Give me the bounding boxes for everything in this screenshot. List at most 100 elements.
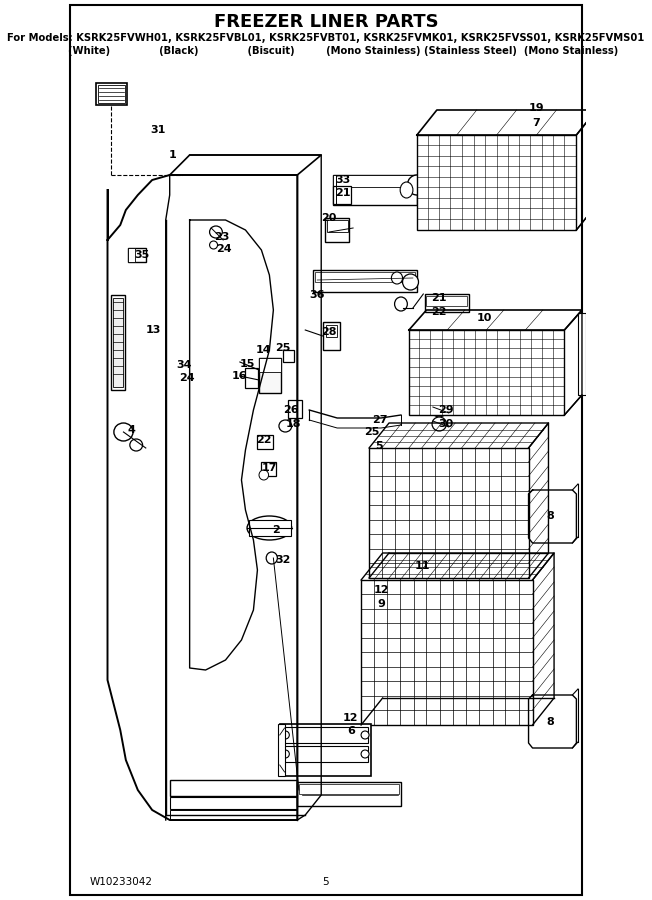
Ellipse shape <box>282 731 289 739</box>
Text: 21: 21 <box>431 293 446 303</box>
Text: 36: 36 <box>310 290 325 300</box>
Bar <box>315 272 415 282</box>
Bar <box>288 400 302 418</box>
Text: 24: 24 <box>216 244 231 254</box>
Ellipse shape <box>209 226 222 238</box>
Text: 26: 26 <box>283 405 299 415</box>
Text: 31: 31 <box>150 125 166 135</box>
Bar <box>113 298 123 387</box>
Text: 5: 5 <box>376 441 383 451</box>
Bar <box>592 113 602 205</box>
Bar <box>250 520 291 536</box>
Ellipse shape <box>394 297 408 311</box>
Text: 1: 1 <box>168 150 176 160</box>
Bar <box>323 322 340 350</box>
Text: 23: 23 <box>214 232 230 242</box>
Ellipse shape <box>266 552 277 564</box>
Ellipse shape <box>259 470 269 480</box>
Text: 9: 9 <box>377 599 385 609</box>
Bar <box>409 330 565 415</box>
Bar <box>261 462 276 476</box>
Ellipse shape <box>432 403 447 417</box>
Text: W10233042: W10233042 <box>90 877 153 887</box>
Text: (White)              (Black)              (Biscuit)         (Mono Stainless) (St: (White) (Black) (Biscuit) (Mono Stainles… <box>33 46 619 56</box>
Bar <box>333 175 417 205</box>
Text: 34: 34 <box>176 360 192 370</box>
Text: 16: 16 <box>232 371 248 381</box>
Ellipse shape <box>361 750 369 758</box>
Text: 19: 19 <box>529 103 544 113</box>
Bar <box>327 220 348 232</box>
Text: 10: 10 <box>476 313 492 323</box>
Bar <box>283 350 294 362</box>
Bar <box>170 810 297 820</box>
Bar <box>361 580 533 725</box>
Bar <box>128 248 146 262</box>
Bar <box>426 296 467 306</box>
Text: 8: 8 <box>546 717 554 727</box>
Bar <box>299 784 400 794</box>
Bar <box>333 186 351 204</box>
Text: 7: 7 <box>533 118 541 128</box>
Text: 14: 14 <box>256 345 272 355</box>
Ellipse shape <box>400 182 413 198</box>
Text: 25: 25 <box>275 343 291 353</box>
Bar <box>170 797 297 809</box>
Bar <box>578 313 586 395</box>
Text: 15: 15 <box>240 359 256 369</box>
Bar <box>313 270 417 292</box>
Text: 21: 21 <box>335 188 351 198</box>
Text: 24: 24 <box>179 373 195 383</box>
Text: 22: 22 <box>256 435 271 445</box>
Ellipse shape <box>432 417 447 431</box>
Bar <box>280 724 372 776</box>
Text: 35: 35 <box>134 250 149 260</box>
Text: 12: 12 <box>343 713 359 723</box>
Ellipse shape <box>247 516 291 540</box>
Text: 8: 8 <box>546 511 554 521</box>
Text: 30: 30 <box>438 419 453 429</box>
Text: 2: 2 <box>272 525 280 535</box>
Bar <box>245 368 258 388</box>
Bar <box>98 85 125 103</box>
Ellipse shape <box>130 439 143 451</box>
Text: 25: 25 <box>364 427 379 437</box>
Ellipse shape <box>408 175 426 195</box>
Bar <box>259 358 282 393</box>
Text: 6: 6 <box>347 726 355 736</box>
Text: 22: 22 <box>431 307 446 317</box>
Text: 17: 17 <box>261 463 277 473</box>
Bar <box>369 448 529 578</box>
Ellipse shape <box>279 420 291 432</box>
Text: 18: 18 <box>286 419 301 429</box>
Text: 27: 27 <box>372 415 387 425</box>
Bar <box>128 248 134 262</box>
Text: 33: 33 <box>335 175 350 185</box>
Bar <box>297 782 401 806</box>
Bar <box>278 724 284 776</box>
Bar <box>325 218 349 242</box>
Text: 4: 4 <box>128 425 136 435</box>
Text: 29: 29 <box>437 405 453 415</box>
Bar <box>259 358 282 372</box>
Text: 12: 12 <box>374 585 389 595</box>
Bar <box>111 295 125 390</box>
Bar <box>417 135 576 230</box>
Ellipse shape <box>282 750 289 758</box>
Ellipse shape <box>209 241 218 249</box>
Bar <box>96 83 126 105</box>
Text: FREEZER LINER PARTS: FREEZER LINER PARTS <box>214 13 438 31</box>
Ellipse shape <box>391 272 402 284</box>
Text: 5: 5 <box>323 877 329 887</box>
Ellipse shape <box>402 274 419 290</box>
Text: 32: 32 <box>275 555 291 565</box>
Text: For Models: KSRK25FVWH01, KSRK25FVBL01, KSRK25FVBT01, KSRK25FVMK01, KSRK25FVSS01: For Models: KSRK25FVWH01, KSRK25FVBL01, … <box>7 33 645 43</box>
Text: 13: 13 <box>146 325 162 335</box>
Bar <box>425 294 469 312</box>
Bar <box>326 325 337 337</box>
Bar <box>283 727 368 743</box>
Ellipse shape <box>361 731 369 739</box>
Ellipse shape <box>114 423 133 441</box>
Bar <box>170 780 297 796</box>
Text: 20: 20 <box>321 213 337 223</box>
